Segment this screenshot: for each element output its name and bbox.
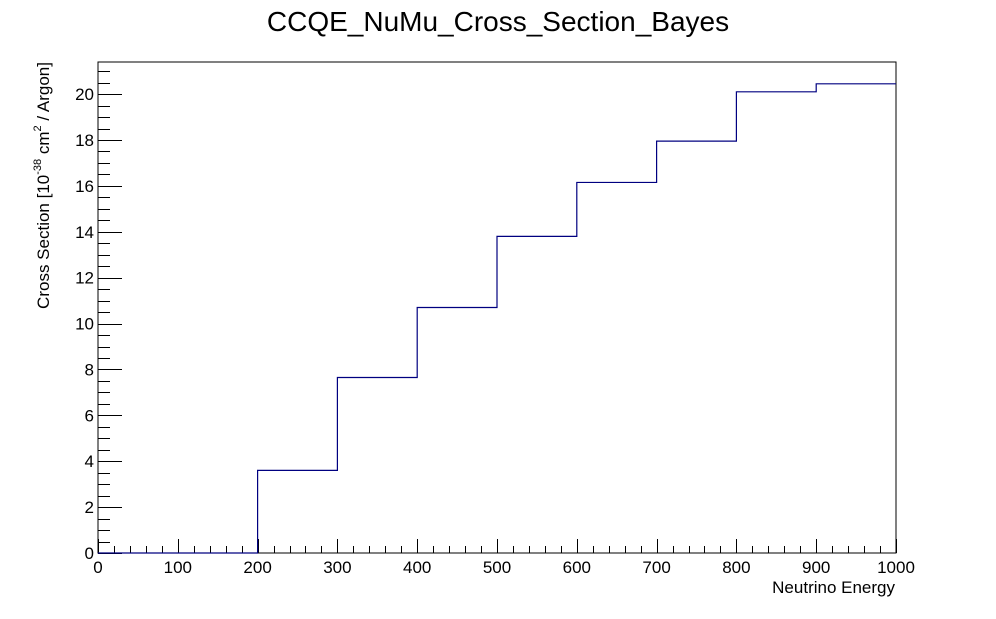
- x-axis-ticks: [98, 539, 897, 553]
- y-axis-title-square: 2: [32, 125, 44, 131]
- chart-title: CCQE_NuMu_Cross_Section_Bayes: [267, 6, 729, 37]
- y-tick-label: 6: [85, 406, 94, 425]
- histogram-step-line: [98, 83, 896, 554]
- y-tick-label: 20: [75, 85, 94, 104]
- y-axis-title: Cross Section [10-38 cm2 / Argon]: [32, 62, 53, 309]
- y-axis-tick-labels: 0 2 4 6 8 10 12 14 16 18 20: [75, 85, 94, 563]
- x-tick-label: 900: [802, 558, 830, 577]
- y-tick-label: 2: [85, 498, 94, 517]
- x-tick-label: 0: [93, 558, 102, 577]
- y-tick-label: 16: [75, 177, 94, 196]
- y-axis-title-prefix: Cross Section [10: [34, 175, 53, 309]
- x-tick-label: 300: [323, 558, 351, 577]
- x-tick-label: 700: [642, 558, 670, 577]
- x-tick-label: 100: [164, 558, 192, 577]
- x-tick-label: 800: [722, 558, 750, 577]
- chart-title-group: CCQE_NuMu_Cross_Section_Bayes: [267, 6, 729, 37]
- y-tick-label: 18: [75, 131, 94, 150]
- x-tick-label: 400: [403, 558, 431, 577]
- y-tick-label: 8: [85, 360, 94, 379]
- y-axis-ticks: [98, 71, 122, 554]
- y-tick-label: 10: [75, 315, 94, 334]
- y-axis-title-middle: cm: [34, 131, 53, 158]
- y-axis-title-exponent: -38: [32, 159, 44, 175]
- x-tick-label: 500: [483, 558, 511, 577]
- y-axis-title-suffix: / Argon]: [34, 62, 53, 125]
- y-tick-label: 4: [85, 452, 94, 471]
- x-tick-label: 200: [243, 558, 271, 577]
- x-axis-tick-labels: 0 100 200 300 400 500 600 700 800 900 1000: [93, 558, 915, 577]
- histogram-series: [98, 83, 896, 554]
- y-tick-label: 14: [75, 223, 94, 242]
- y-tick-label: 0: [85, 544, 94, 563]
- x-axis-title: Neutrino Energy: [772, 578, 895, 597]
- y-tick-label: 12: [75, 269, 94, 288]
- x-tick-label: 600: [563, 558, 591, 577]
- x-tick-label: 1000: [877, 558, 915, 577]
